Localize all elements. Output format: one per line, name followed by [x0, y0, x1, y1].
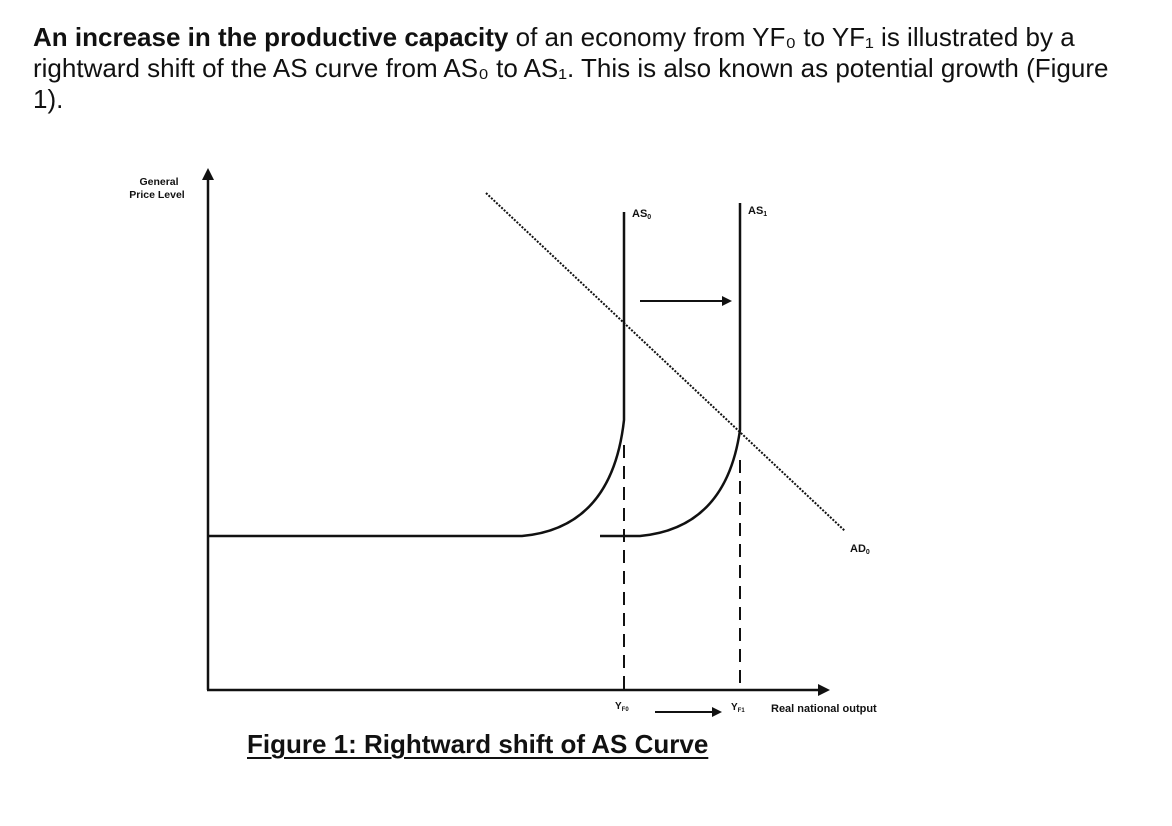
y-axis-label-line1: General — [139, 176, 178, 188]
yf1-label-sub: F1 — [738, 708, 746, 714]
ad0-label-sub: 0 — [866, 549, 870, 556]
yf0-label-sub: F0 — [622, 707, 630, 713]
ad0-curve — [485, 192, 846, 532]
intro-text: of an economy from YF₀ to YF₁ is illustr… — [33, 22, 1109, 114]
as1-curve — [600, 203, 742, 538]
intro-paragraph: An increase in the productive capacity o… — [33, 22, 1143, 115]
ad0-label: AD0 — [850, 543, 870, 556]
as1-label: AS1 — [748, 205, 767, 218]
y-axis-label-line2: Price Level — [129, 189, 185, 201]
figure-caption: Figure 1: Rightward shift of AS Curve — [247, 729, 709, 759]
as0-curve — [208, 212, 626, 538]
yf1-label: YF1 — [731, 702, 745, 714]
as1-label-sub: 1 — [763, 211, 767, 218]
intro-bold-phrase: An increase in the productive capacity — [33, 22, 509, 52]
as0-label: AS0 — [632, 208, 651, 221]
y-axis-arrowhead — [202, 168, 214, 180]
x-axis-arrowhead — [818, 684, 830, 696]
x-axis-label: Real national output — [771, 703, 877, 715]
yf0-label: YF0 — [615, 701, 629, 713]
as0-label-sub: 0 — [647, 214, 651, 221]
